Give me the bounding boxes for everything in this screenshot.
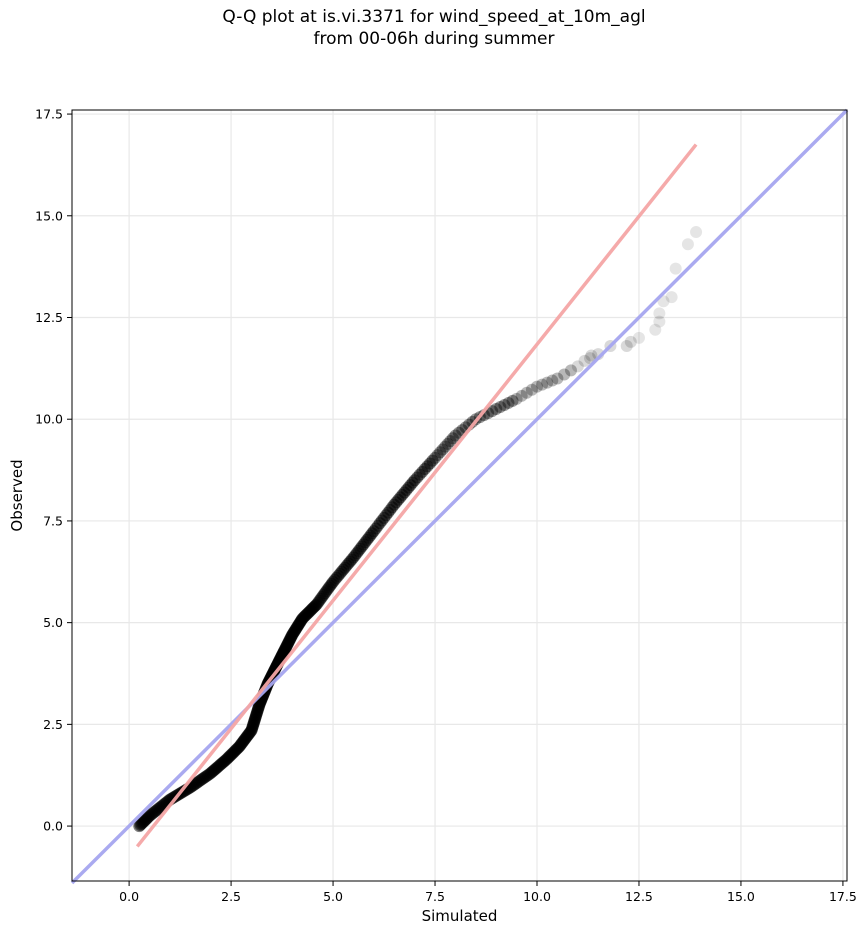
data-point (525, 383, 538, 396)
data-point (665, 291, 678, 304)
data-point (439, 440, 452, 453)
data-point (551, 372, 564, 385)
data-point (632, 331, 645, 344)
data-point (541, 376, 554, 389)
data-point (649, 323, 662, 336)
y-tick-label: 17.5 (35, 107, 63, 122)
data-point (653, 307, 666, 320)
data-point (681, 238, 694, 251)
x-axis-ticks: 0.0 2.5 5.0 7.5 10.0 12.5 15.0 17.5 (119, 881, 857, 904)
data-points (133, 226, 703, 833)
data-point (653, 315, 666, 328)
y-tick-label: 7.5 (43, 513, 63, 528)
y-tick-label: 10.0 (35, 412, 63, 427)
data-point (558, 368, 571, 381)
y-tick-label: 12.5 (35, 310, 63, 325)
reference-lines (70, 108, 849, 885)
chart-title-line-2: from 00-06h during summer (313, 29, 555, 49)
data-point (434, 446, 447, 459)
x-tick-label: 12.5 (625, 889, 653, 904)
data-point (571, 360, 584, 373)
y-tick-label: 5.0 (43, 615, 63, 630)
x-tick-label: 7.5 (425, 889, 445, 904)
data-point (520, 386, 533, 399)
data-point (531, 380, 543, 393)
data-point (444, 435, 457, 448)
y-tick-label: 2.5 (43, 717, 63, 732)
data-point (490, 403, 503, 416)
y-tick-label: 0.0 (43, 819, 63, 834)
x-tick-label: 5.0 (323, 889, 343, 904)
data-point (585, 349, 598, 362)
x-tick-label: 10.0 (523, 889, 551, 904)
data-point (669, 262, 682, 275)
x-axis-label: Simulated (422, 907, 498, 925)
data-point (426, 454, 439, 467)
data-point (510, 392, 523, 405)
data-point (515, 389, 528, 402)
chart-title-line-1: Q-Q plot at is.vi.3371 for wind_speed_at… (222, 7, 646, 27)
y-axis-ticks: 0.0 2.5 5.0 7.5 10.0 12.5 15.0 17.5 (35, 107, 72, 834)
chart-title: Q-Q plot at is.vi.3371 for wind_speed_at… (0, 6, 868, 50)
data-point (452, 426, 465, 439)
data-point (624, 335, 637, 348)
data-point (564, 364, 577, 377)
x-tick-label: 15.0 (727, 889, 755, 904)
x-tick-label: 2.5 (221, 889, 241, 904)
y-tick-label: 15.0 (35, 208, 63, 223)
data-point (494, 401, 507, 414)
x-tick-label: 0.0 (119, 889, 139, 904)
fit-line (135, 143, 698, 848)
data-point (449, 429, 462, 442)
data-point (536, 378, 549, 391)
data-point (446, 432, 459, 445)
data-point (546, 374, 559, 387)
data-point (429, 451, 442, 464)
data-point (436, 443, 449, 456)
y-axis-label: Observed (8, 459, 26, 531)
data-point (431, 449, 444, 462)
data-point (502, 396, 515, 409)
data-point (486, 405, 499, 418)
data-point (578, 354, 591, 367)
data-point (506, 394, 519, 407)
data-point (498, 398, 511, 411)
data-point (620, 339, 633, 352)
one-to-one-line (70, 108, 849, 885)
data-point (690, 226, 703, 239)
data-point (441, 437, 454, 450)
plot-frame (71, 109, 848, 882)
x-tick-label: 17.5 (829, 889, 857, 904)
